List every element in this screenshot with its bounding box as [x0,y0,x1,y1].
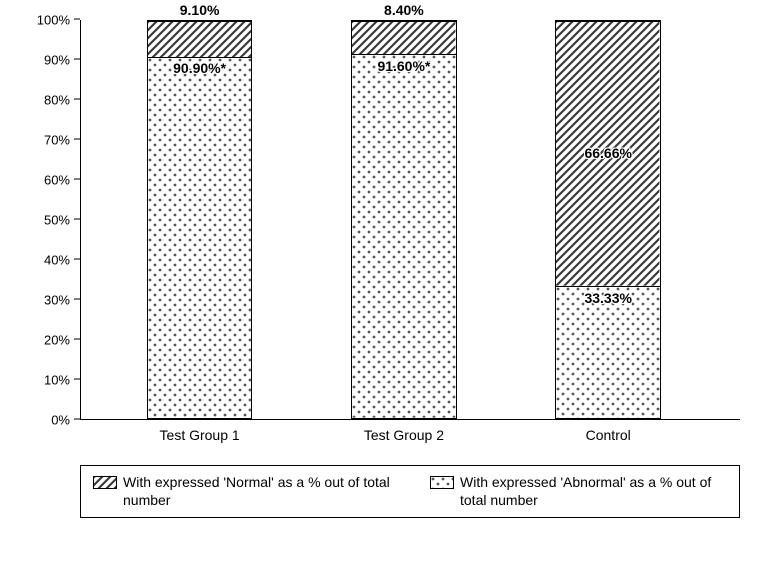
bar [351,20,456,419]
y-tick-label: 100% [37,13,70,28]
y-tick-label: 0% [51,413,70,428]
y-tick-label: 10% [44,373,70,388]
segment-label-abnormal: 33.33% [584,290,631,306]
bar-segment-abnormal [352,54,455,418]
y-axis: 0%10%20%30%40%50%60%70%80%90%100% [30,20,80,420]
bar-segment-normal [352,21,455,54]
legend-item: With expressed 'Normal' as a % out of to… [93,474,390,509]
chart-area: 0%10%20%30%40%50%60%70%80%90%100% 90.90%… [80,20,740,420]
y-tick-label: 90% [44,53,70,68]
legend: With expressed 'Normal' as a % out of to… [80,465,740,518]
bar [555,20,660,419]
legend-swatch [93,476,117,489]
bar-segment-abnormal [148,57,251,418]
legend-text: With expressed 'Normal' as a % out of to… [123,474,390,509]
segment-label-normal: 66.66% [584,145,631,161]
y-tick-label: 80% [44,93,70,108]
segment-label-normal: 8.40% [384,2,424,18]
x-axis-label: Control [586,427,631,443]
segment-label-abnormal: 91.60%* [377,58,430,74]
segment-label-abnormal: 90.90%* [173,60,226,76]
y-tick-label: 30% [44,293,70,308]
legend-item: With expressed 'Abnormal' as a % out of … [430,474,727,509]
y-tick-label: 40% [44,253,70,268]
x-axis-label: Test Group 2 [364,427,444,443]
bar-segment-normal [148,21,251,57]
plot-area: 90.90%*9.10%Test Group 191.60%*8.40%Test… [80,20,740,420]
legend-swatch [430,476,454,489]
x-axis-label: Test Group 1 [160,427,240,443]
y-tick-label: 70% [44,133,70,148]
segment-label-normal: 9.10% [180,2,220,18]
y-tick-label: 60% [44,173,70,188]
legend-text: With expressed 'Abnormal' as a % out of … [460,474,727,509]
y-tick-label: 50% [44,213,70,228]
y-tick-label: 20% [44,333,70,348]
bar [147,20,252,419]
